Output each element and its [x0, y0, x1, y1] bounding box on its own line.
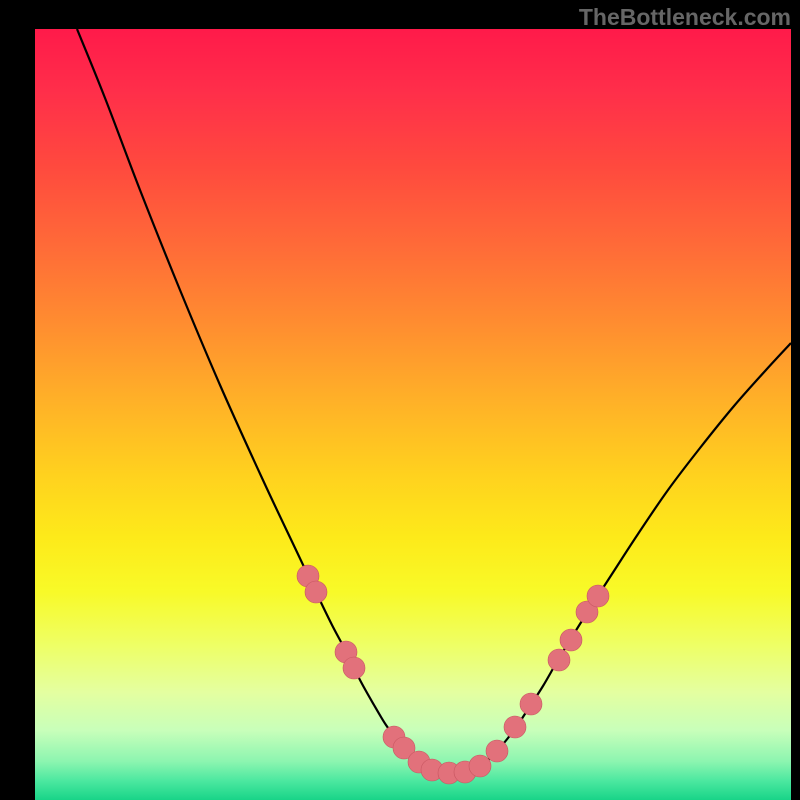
plot-background [35, 29, 791, 800]
data-marker [520, 693, 542, 715]
data-marker [343, 657, 365, 679]
data-marker [305, 581, 327, 603]
data-marker [504, 716, 526, 738]
data-marker [486, 740, 508, 762]
data-marker [587, 585, 609, 607]
data-marker [548, 649, 570, 671]
data-marker [560, 629, 582, 651]
data-marker [469, 755, 491, 777]
watermark-text: TheBottleneck.com [579, 4, 791, 31]
